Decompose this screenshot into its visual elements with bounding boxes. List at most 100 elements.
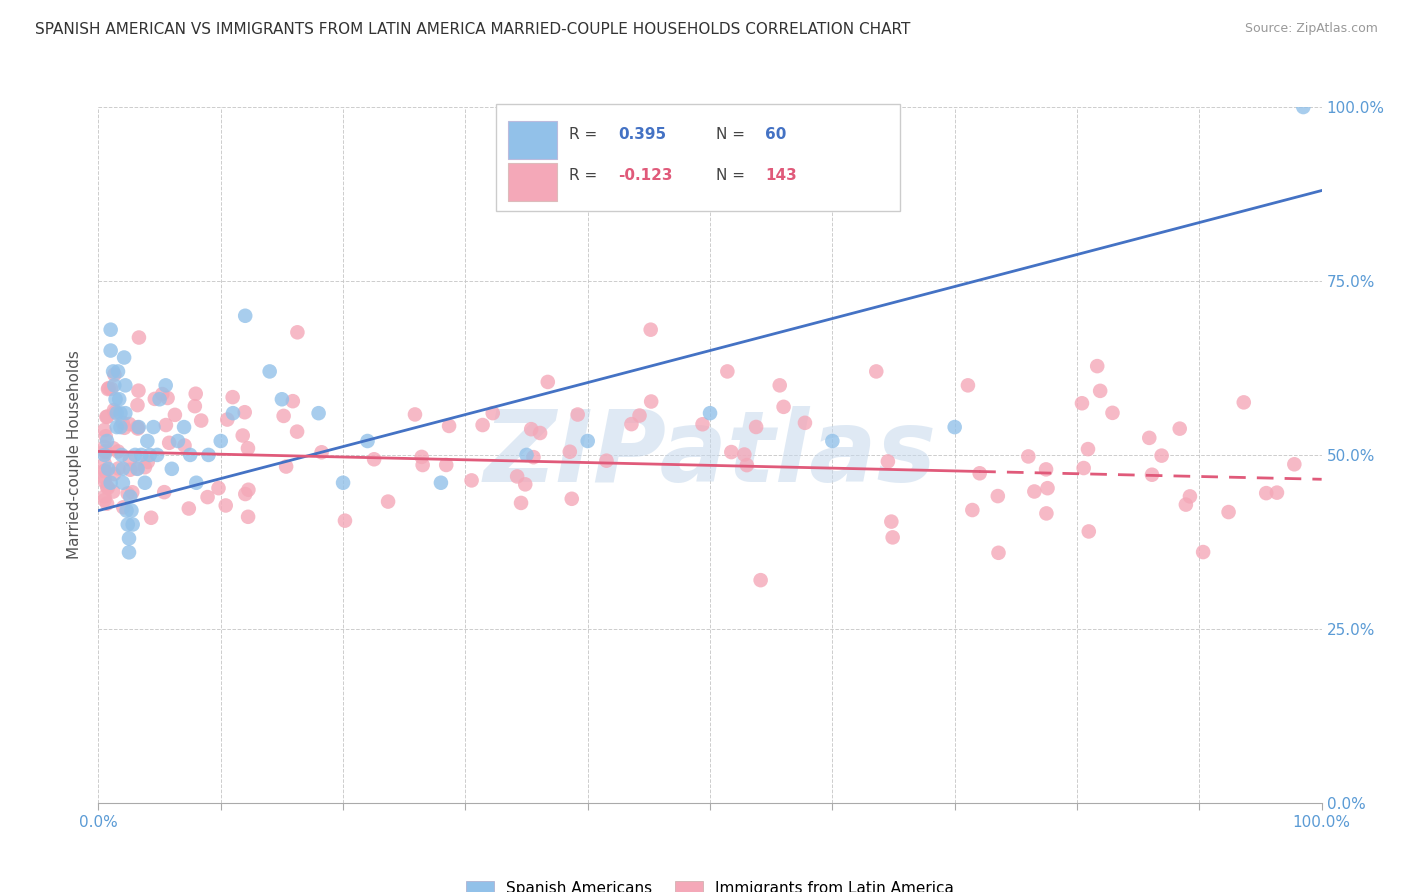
Point bbox=[720, 445, 742, 459]
Point bbox=[640, 394, 662, 409]
Point bbox=[136, 455, 159, 469]
Point bbox=[100, 382, 122, 396]
Point bbox=[1218, 505, 1240, 519]
Point bbox=[120, 463, 142, 477]
Point bbox=[692, 417, 714, 432]
Point bbox=[1140, 467, 1163, 482]
Point bbox=[558, 444, 581, 458]
Point bbox=[155, 378, 177, 392]
Legend: Spanish Americans, Immigrants from Latin America: Spanish Americans, Immigrants from Latin… bbox=[458, 873, 962, 892]
Point bbox=[139, 510, 162, 524]
Point bbox=[481, 406, 503, 420]
Point bbox=[437, 419, 460, 434]
FancyBboxPatch shape bbox=[496, 103, 900, 211]
Point bbox=[233, 309, 256, 323]
Point bbox=[190, 413, 212, 427]
Text: Source: ZipAtlas.com: Source: ZipAtlas.com bbox=[1244, 22, 1378, 36]
Point bbox=[127, 421, 149, 435]
Point bbox=[136, 434, 159, 448]
Point bbox=[128, 330, 150, 344]
Point bbox=[876, 454, 898, 468]
Point bbox=[510, 496, 533, 510]
Point bbox=[100, 343, 122, 358]
Point bbox=[1035, 462, 1057, 476]
Text: 143: 143 bbox=[765, 169, 797, 183]
Point bbox=[236, 442, 259, 456]
Point bbox=[1071, 396, 1094, 410]
Point bbox=[114, 421, 136, 435]
Point bbox=[111, 416, 134, 430]
Text: -0.123: -0.123 bbox=[619, 169, 673, 183]
Point bbox=[1137, 431, 1160, 445]
Point bbox=[1073, 461, 1095, 475]
Point bbox=[332, 475, 354, 490]
Point bbox=[987, 546, 1010, 560]
Point bbox=[821, 434, 844, 448]
Point bbox=[120, 503, 142, 517]
Point bbox=[114, 378, 136, 392]
Point bbox=[1233, 395, 1256, 409]
Point bbox=[735, 458, 758, 472]
Point bbox=[217, 412, 239, 426]
Point bbox=[107, 364, 129, 378]
Point bbox=[232, 428, 254, 442]
Point bbox=[143, 392, 166, 406]
Point bbox=[1150, 449, 1173, 463]
Point bbox=[101, 484, 124, 499]
Point bbox=[97, 381, 120, 395]
Point bbox=[94, 429, 117, 443]
Point bbox=[221, 390, 243, 404]
Point bbox=[93, 423, 115, 437]
Point bbox=[506, 469, 529, 483]
Point bbox=[865, 364, 887, 378]
Point bbox=[529, 425, 551, 440]
Point bbox=[733, 448, 755, 462]
Point bbox=[522, 450, 544, 465]
FancyBboxPatch shape bbox=[508, 162, 557, 201]
Point bbox=[103, 368, 125, 382]
Point bbox=[1174, 498, 1197, 512]
Point bbox=[745, 420, 768, 434]
Point bbox=[273, 409, 295, 423]
Point bbox=[184, 386, 207, 401]
Text: N =: N = bbox=[716, 127, 749, 142]
Point bbox=[1085, 359, 1108, 373]
Point bbox=[105, 406, 128, 420]
Point bbox=[537, 375, 560, 389]
Point bbox=[134, 475, 156, 490]
Point bbox=[772, 400, 794, 414]
Point bbox=[520, 422, 543, 436]
Point bbox=[356, 434, 378, 448]
Point bbox=[311, 445, 333, 459]
Point bbox=[595, 453, 617, 467]
Point bbox=[567, 408, 589, 422]
Point bbox=[215, 499, 238, 513]
Point bbox=[115, 503, 138, 517]
Point bbox=[576, 434, 599, 448]
Text: 60: 60 bbox=[765, 127, 786, 142]
Point bbox=[117, 486, 139, 500]
Point bbox=[142, 420, 165, 434]
Point bbox=[287, 326, 309, 340]
Point bbox=[93, 493, 115, 508]
Point bbox=[112, 500, 135, 515]
Point bbox=[259, 364, 281, 378]
Point bbox=[163, 408, 186, 422]
Point bbox=[93, 440, 115, 454]
Point bbox=[94, 464, 117, 478]
Point bbox=[112, 351, 135, 365]
Point bbox=[880, 515, 903, 529]
Point bbox=[129, 448, 152, 462]
Point bbox=[93, 470, 115, 484]
Point bbox=[121, 485, 143, 500]
Point bbox=[270, 392, 294, 407]
Point bbox=[1292, 100, 1315, 114]
Point bbox=[114, 406, 136, 420]
Y-axis label: Married-couple Households: Married-couple Households bbox=[67, 351, 83, 559]
Point bbox=[561, 491, 583, 506]
Point bbox=[794, 416, 817, 430]
Point bbox=[146, 448, 169, 462]
Point bbox=[173, 438, 195, 452]
Point bbox=[640, 323, 662, 337]
Point bbox=[363, 452, 385, 467]
